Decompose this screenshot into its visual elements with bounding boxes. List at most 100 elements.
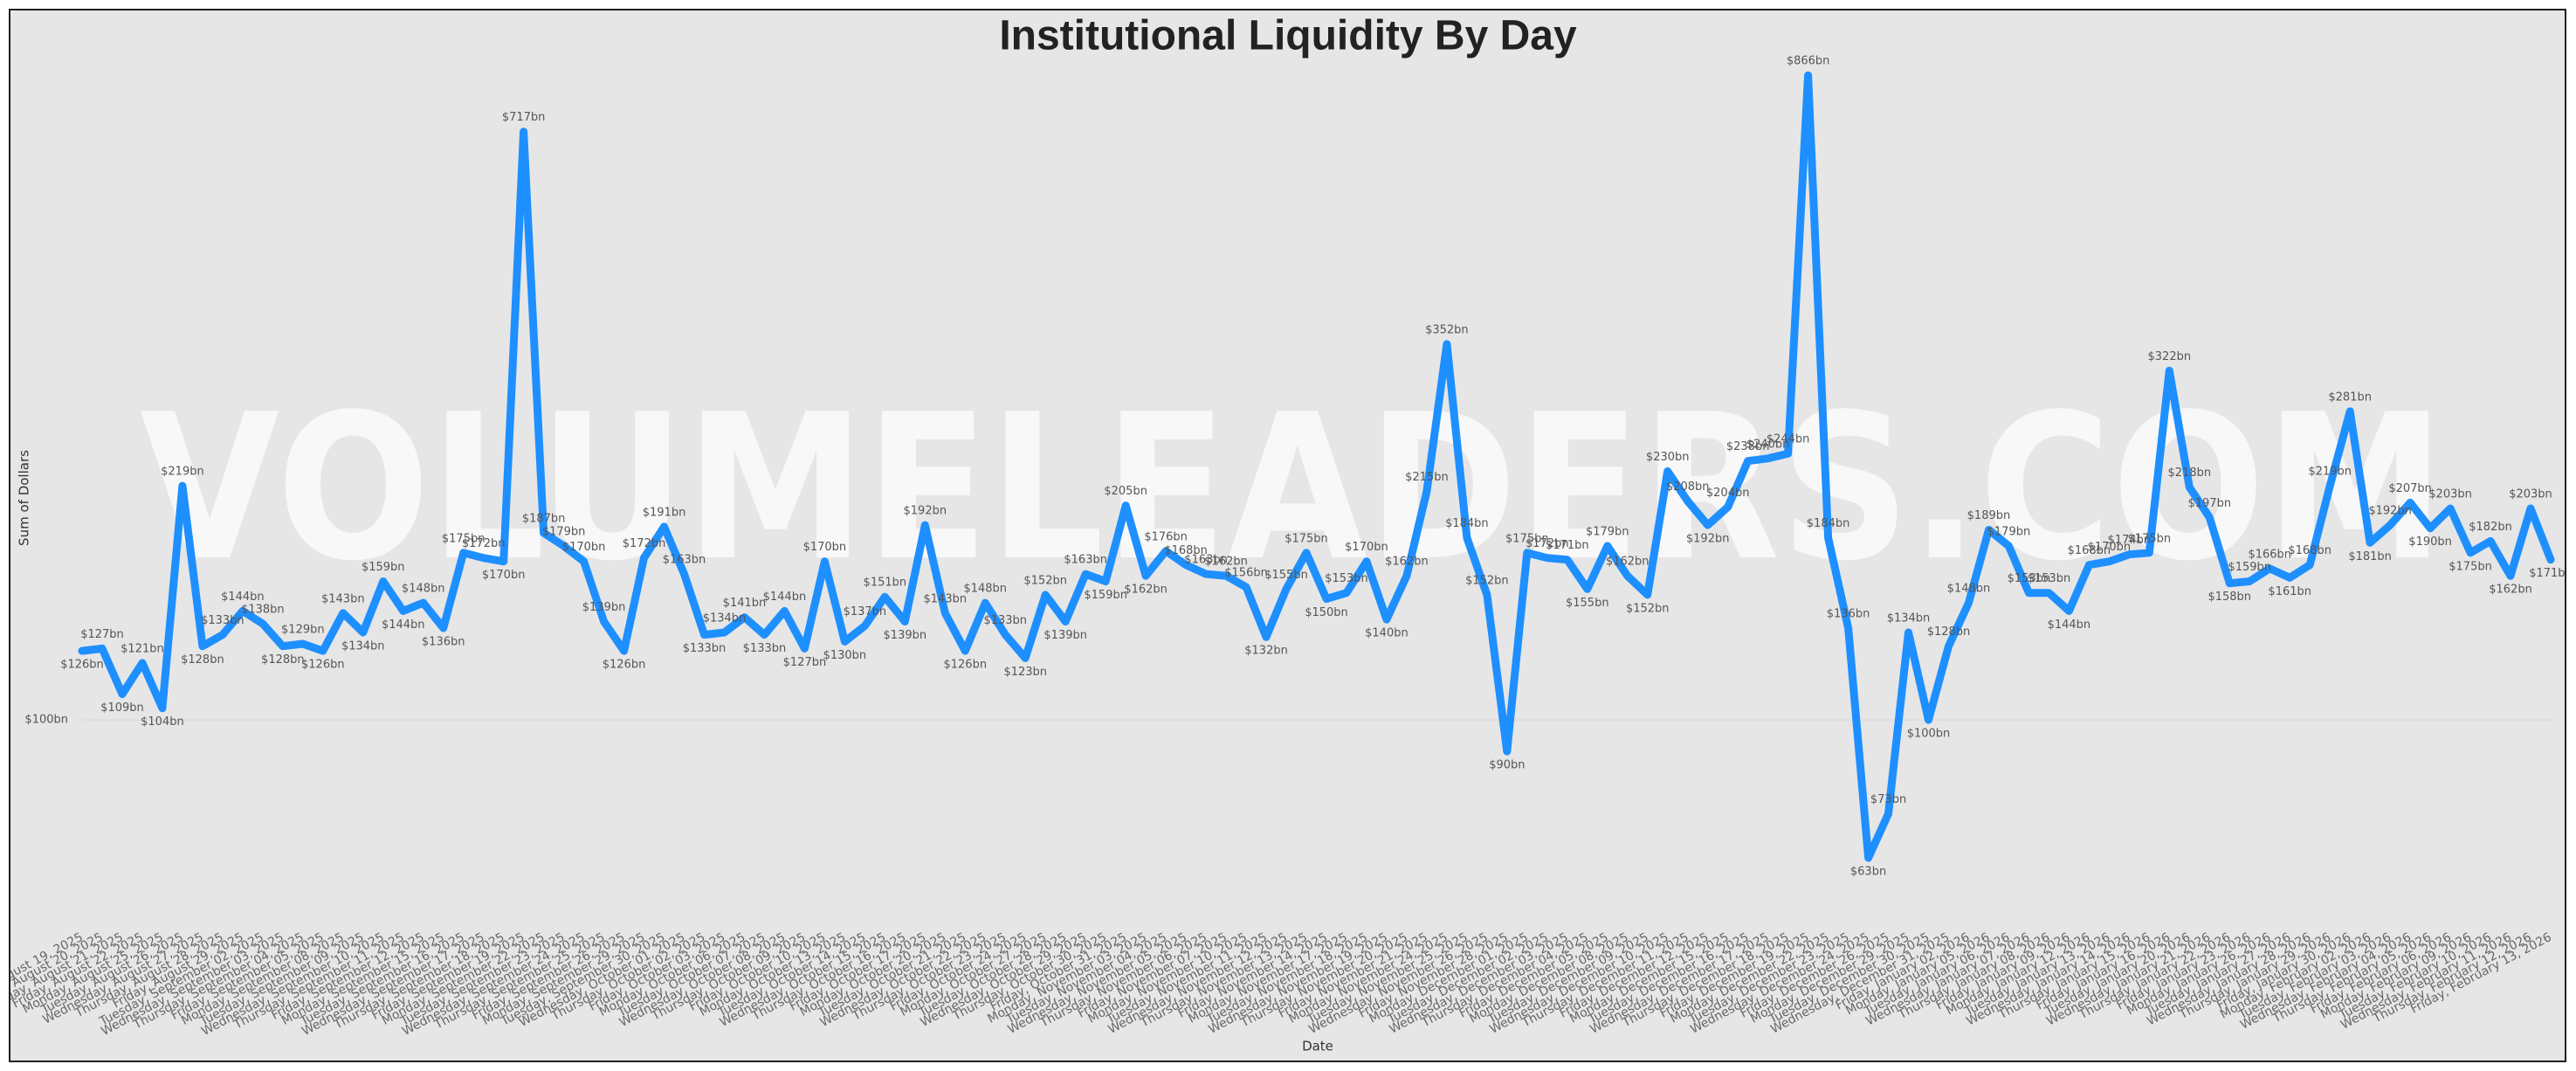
- data-label: $133bn: [983, 614, 1027, 627]
- data-label: $162bn: [1124, 584, 1167, 597]
- data-label: $281bn: [2328, 390, 2372, 404]
- data-label: $203bn: [2428, 488, 2472, 501]
- data-label: $171bn: [2529, 567, 2573, 580]
- data-label: $133bn: [683, 642, 727, 655]
- data-label: $162bn: [1204, 556, 1248, 569]
- data-label: $207bn: [2388, 482, 2432, 495]
- data-label: $187bn: [522, 513, 566, 526]
- data-label: $128bn: [181, 653, 224, 667]
- data-label: $162bn: [2489, 584, 2532, 597]
- data-label: $203bn: [2509, 488, 2552, 501]
- data-label: $170bn: [562, 541, 606, 554]
- data-label: $136bn: [422, 635, 465, 648]
- data-label: $152bn: [1626, 602, 1670, 615]
- data-line: [78, 71, 2555, 862]
- data-label: $148bn: [402, 583, 445, 596]
- data-label: $90bn: [1489, 759, 1525, 772]
- data-label: $191bn: [643, 506, 686, 519]
- data-label: $168bn: [2068, 544, 2111, 557]
- data-label: $176bn: [1144, 530, 1188, 543]
- data-label: $151bn: [864, 577, 907, 590]
- data-label: $179bn: [1987, 526, 2031, 539]
- data-label: $170bn: [803, 541, 847, 554]
- data-label: $100bn: [1907, 728, 1951, 741]
- data-label: $170bn: [2088, 541, 2132, 554]
- data-label: $179bn: [1586, 526, 1629, 539]
- data-label: $175bn: [1505, 532, 1549, 545]
- data-label: $163bn: [1184, 554, 1228, 567]
- data-label: $322bn: [2148, 350, 2192, 363]
- data-label: $219bn: [2308, 466, 2352, 479]
- data-label: $163bn: [663, 554, 706, 567]
- data-label: $717bn: [502, 111, 546, 124]
- data-label: $166bn: [2248, 548, 2291, 561]
- data-label: $139bn: [582, 601, 626, 614]
- data-label: $134bn: [341, 640, 385, 653]
- data-label: $143bn: [321, 592, 365, 605]
- data-label: $192bn: [2368, 505, 2412, 518]
- data-label: $219bn: [161, 466, 204, 479]
- y-axis-title: Sum of Dollars: [17, 450, 32, 546]
- data-label: $132bn: [1244, 645, 1288, 658]
- data-label: $190bn: [2408, 536, 2452, 549]
- data-label: $104bn: [141, 715, 184, 729]
- data-label: $215bn: [1405, 471, 1449, 484]
- data-label: $192bn: [904, 505, 947, 518]
- data-label: $156bn: [1224, 567, 1268, 580]
- data-label: $161bn: [2268, 585, 2311, 598]
- data-label: $144bn: [382, 618, 425, 632]
- data-label: $155bn: [1264, 569, 1308, 582]
- data-label: $144bn: [2048, 618, 2091, 632]
- data-label: $140bn: [1365, 627, 1409, 640]
- data-label: $155bn: [1566, 597, 1609, 610]
- data-label: $189bn: [1967, 509, 2011, 522]
- y-tick-label: $100bn: [24, 714, 68, 727]
- data-label: $143bn: [924, 592, 968, 605]
- data-label: $152bn: [1023, 574, 1067, 587]
- data-label: $153bn: [2028, 572, 2071, 585]
- data-label: $139bn: [884, 629, 927, 642]
- x-axis-title: Date: [1302, 1039, 1333, 1054]
- data-label: $121bn: [121, 642, 164, 655]
- data-label: $133bn: [743, 642, 787, 655]
- data-label: $139bn: [1043, 629, 1087, 642]
- data-label: $162bn: [1385, 556, 1429, 569]
- data-label: $144bn: [763, 591, 807, 604]
- data-label: $129bn: [281, 624, 325, 637]
- data-label: $123bn: [1003, 666, 1047, 679]
- watermark: VOLUMELEADERS.COM: [140, 372, 2445, 605]
- data-label: $148bn: [963, 583, 1007, 596]
- data-label: $128bn: [261, 653, 305, 667]
- data-label: $126bn: [301, 659, 345, 672]
- data-label: $172bn: [623, 537, 666, 550]
- data-label: $204bn: [1706, 487, 1750, 500]
- data-label: $179bn: [542, 526, 586, 539]
- data-label: $148bn: [1947, 583, 1991, 596]
- data-label: $153bn: [2008, 572, 2051, 585]
- data-label: $109bn: [100, 701, 144, 715]
- data-label: $174bn: [2108, 534, 2152, 547]
- data-label: $73bn: [1870, 793, 1906, 806]
- data-label: $172bn: [1526, 537, 1569, 550]
- data-label: $158bn: [2208, 591, 2251, 604]
- data-label: $168bn: [2288, 544, 2331, 557]
- data-label: $159bn: [2228, 561, 2271, 574]
- data-label: $150bn: [1305, 606, 1348, 619]
- data-label: $197bn: [2187, 497, 2231, 510]
- data-label: $170bn: [1345, 541, 1388, 554]
- data-label: $230bn: [1646, 451, 1690, 464]
- data-label: $175bn: [2128, 532, 2172, 545]
- data-label: $136bn: [1827, 607, 1870, 620]
- data-label: $163bn: [1064, 554, 1107, 567]
- data-label: $141bn: [723, 597, 767, 610]
- data-label: $172bn: [462, 537, 506, 550]
- data-label: $162bn: [1606, 556, 1650, 569]
- data-label: $205bn: [1104, 485, 1147, 498]
- data-label: $127bn: [783, 656, 827, 669]
- data-label: $128bn: [1927, 625, 1971, 639]
- data-label: $134bn: [1887, 612, 1931, 625]
- data-label: $184bn: [1445, 517, 1489, 530]
- data-label: $208bn: [1666, 480, 1710, 494]
- data-label: $153bn: [1325, 572, 1368, 585]
- data-label: $175bn: [442, 532, 486, 545]
